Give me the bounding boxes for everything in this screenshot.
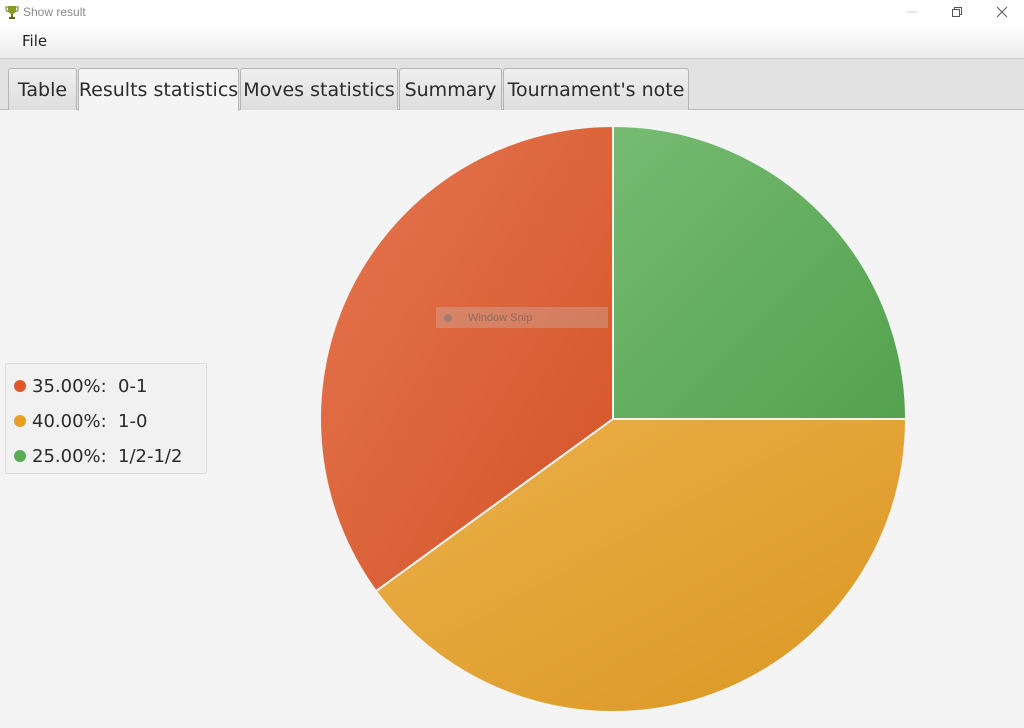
tab-table[interactable]: Table xyxy=(8,68,77,110)
pie-slice-1-2-1-2 xyxy=(612,124,908,420)
trophy-icon xyxy=(5,6,19,19)
legend-label: 1/2-1/2 xyxy=(118,445,183,467)
tab-tournaments-note[interactable]: Tournament's note xyxy=(503,68,689,110)
tab-moves-statistics[interactable]: Moves statistics xyxy=(240,68,398,110)
minimize-icon xyxy=(906,11,917,13)
legend-marker xyxy=(14,415,26,427)
pie-chart xyxy=(319,124,908,713)
close-icon xyxy=(996,6,1007,18)
tab-results-statistics[interactable]: Results statistics xyxy=(78,68,239,111)
window-title: Show result xyxy=(23,5,86,19)
tab-strip: Table Results statistics Moves statistic… xyxy=(0,59,1024,111)
legend-percent: 35.00%: xyxy=(32,375,107,397)
legend-marker xyxy=(14,450,26,462)
legend-item: 40.00%: 1-0 xyxy=(14,409,147,433)
menu-file[interactable]: File xyxy=(22,32,48,50)
pie-slice-0-1 xyxy=(319,124,614,593)
legend-percent: 40.00%: xyxy=(32,410,107,432)
window-snip-overlay: Window Snip xyxy=(436,307,608,328)
pie-slice-1-0 xyxy=(374,418,908,713)
snip-label: Window Snip xyxy=(468,311,533,324)
restore-button[interactable] xyxy=(934,0,979,24)
menu-bar: File xyxy=(0,24,1024,59)
results-statistics-panel: 35.00%: 0-1 40.00%: 1-0 25.00%: 1/2-1/2 … xyxy=(0,110,1024,728)
snip-icon xyxy=(444,313,452,322)
tab-summary[interactable]: Summary xyxy=(399,68,502,110)
legend-percent: 25.00%: xyxy=(32,445,107,467)
legend-item: 25.00%: 1/2-1/2 xyxy=(14,444,182,468)
window-controls xyxy=(889,0,1024,24)
close-button[interactable] xyxy=(979,0,1024,24)
legend-label: 1-0 xyxy=(118,410,148,432)
legend-item: 35.00%: 0-1 xyxy=(14,374,147,398)
legend-label: 0-1 xyxy=(118,375,148,397)
chart-legend: 35.00%: 0-1 40.00%: 1-0 25.00%: 1/2-1/2 xyxy=(5,363,207,474)
restore-icon xyxy=(951,7,962,17)
title-bar: Show result xyxy=(0,0,1024,24)
legend-marker xyxy=(14,380,26,392)
minimize-button[interactable] xyxy=(889,0,934,24)
